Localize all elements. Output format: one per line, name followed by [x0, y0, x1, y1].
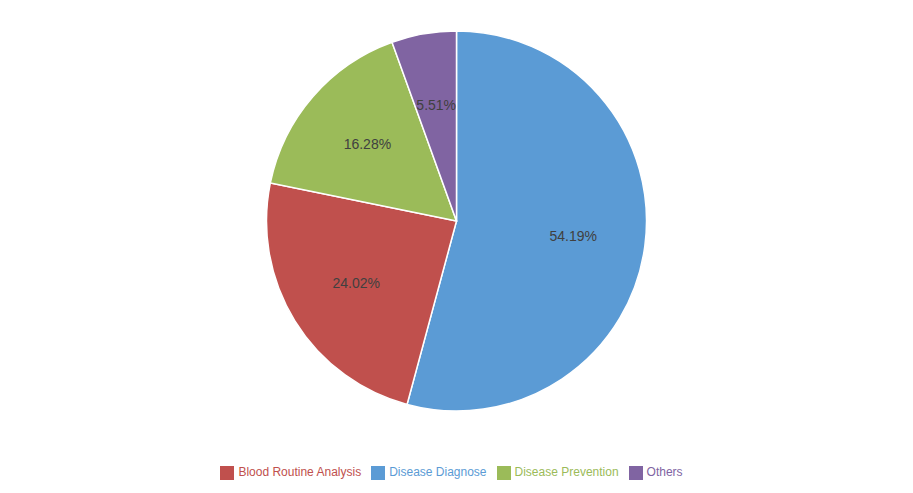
svg-text:24.02%: 24.02% — [333, 275, 380, 291]
svg-text:54.19%: 54.19% — [550, 228, 597, 244]
html-text:Others: Others — [646, 465, 683, 480]
html-text:Disease Diagnose: Disease Diagnose — [389, 465, 487, 480]
svg-text:16.28%: 16.28% — [344, 136, 391, 152]
svg-text:5.51%: 5.51% — [416, 97, 456, 113]
html-text:Blood Routine Analysis: Blood Routine Analysis — [238, 465, 362, 480]
html-text:Disease Prevention: Disease Prevention — [514, 465, 619, 480]
